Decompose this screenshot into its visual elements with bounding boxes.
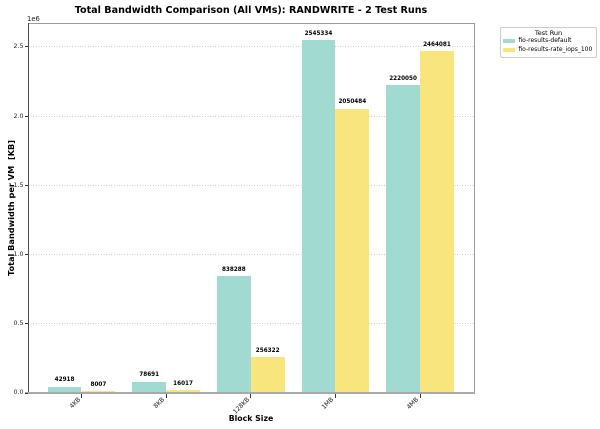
- legend-item-label: fio-results-rate_iops_100: [518, 45, 593, 53]
- x-tick-mark: [81, 394, 82, 398]
- legend-item-label: fio-results-default: [518, 37, 572, 45]
- y-tick-label: 1.0: [13, 250, 24, 258]
- x-tick-mark: [419, 394, 421, 398]
- bar-value-label: 838288: [221, 267, 246, 274]
- y-tick-mark: [24, 323, 28, 325]
- gridline: [28, 254, 474, 256]
- bar-value-label: 2464081: [423, 42, 451, 49]
- x-tick-mark: [165, 394, 167, 398]
- gridline: [28, 46, 474, 48]
- y-tick-label: 0.5: [13, 320, 24, 328]
- y-tick-label: 0.0: [13, 389, 24, 397]
- legend-title: Test Run: [534, 29, 563, 38]
- axes-spine-left: [27, 23, 29, 393]
- x-tick-label: 8KB: [152, 396, 167, 411]
- gridline: [28, 115, 474, 117]
- chart-title: Total Bandwidth Comparison (All VMs): RA…: [74, 5, 428, 16]
- y-tick-mark: [24, 115, 28, 117]
- axes-spine-top: [28, 23, 475, 24]
- bar-fio-results-default-4MB: [386, 85, 420, 393]
- bar-fio-results-default-4KB: [47, 386, 82, 393]
- bar-value-label: 2220050: [389, 75, 417, 82]
- bar-value-label: 78691: [139, 372, 160, 379]
- y-tick-label: 1.5: [13, 181, 24, 189]
- x-tick-mark: [334, 394, 336, 398]
- y-axis-label: Total Bandwidth per VM [KB]: [6, 139, 16, 277]
- bar-fio-results-default-8KB: [132, 381, 167, 393]
- x-tick-label: 4MB: [405, 396, 421, 411]
- y-tick-mark: [24, 184, 28, 186]
- x-axis-label: Block Size: [228, 414, 274, 423]
- bar-value-label: 2545334: [304, 30, 333, 37]
- bar-fio-results-rate_iops_100-1MB: [335, 108, 370, 393]
- gridline: [28, 184, 474, 186]
- legend-swatch: [503, 38, 515, 44]
- bar-fio-results-rate_iops_100-128KB: [250, 357, 285, 393]
- axes-spine-right: [474, 23, 475, 393]
- legend: Test Run fio-results-default fio-results-…: [500, 26, 597, 58]
- x-tick-mark: [250, 394, 252, 398]
- x-tick-label: 4KB: [67, 396, 82, 411]
- bar-value-label: 42918: [54, 377, 75, 384]
- y-tick-mark: [24, 254, 28, 256]
- y-tick-mark: [24, 46, 28, 48]
- bar-value-label: 8007: [90, 382, 107, 389]
- bar-fio-results-rate_iops_100-4MB: [420, 51, 454, 393]
- bar-value-label: 16017: [173, 380, 193, 387]
- axes-spine-bottom: [25, 392, 475, 394]
- legend-swatch: [503, 47, 515, 53]
- y-axis-offset-text: 1e6: [27, 14, 40, 23]
- bar-fio-results-default-128KB: [216, 276, 251, 393]
- bar-fio-results-default-1MB: [301, 40, 336, 393]
- gridline: [28, 323, 474, 325]
- y-tick-label: 2.5: [13, 43, 24, 51]
- bar-value-label: 2050484: [338, 99, 367, 106]
- y-tick-mark: [24, 392, 28, 394]
- x-tick-label: 1MB: [320, 396, 336, 411]
- bar-value-label: 256322: [255, 347, 280, 354]
- plot-area: 42918 78691 838288 2545334 2220050 8007 16017 2…: [28, 23, 474, 393]
- x-tick-label: 128KB: [231, 396, 251, 416]
- y-tick-label: 2.0: [13, 112, 24, 120]
- bar-fio-results-rate_iops_100-8KB: [166, 390, 200, 393]
